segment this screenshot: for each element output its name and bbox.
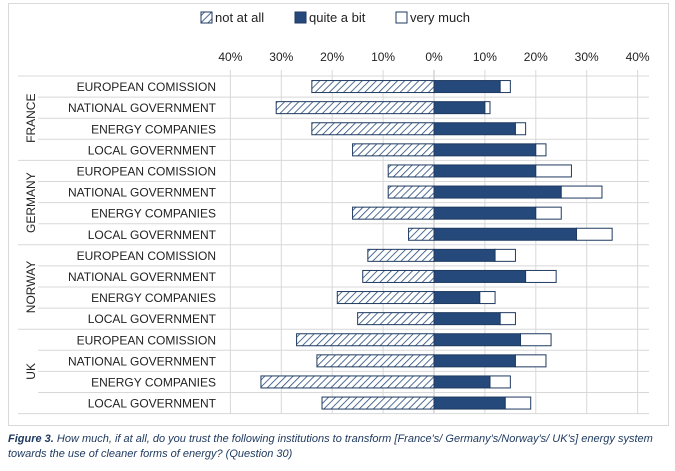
bar-not-at-all [387,185,435,199]
x-tick-label: 10% [371,50,395,64]
bar-not-at-all [362,269,435,283]
row-label: LOCAL GOVERNMENT [88,228,217,242]
row-label: LOCAL GOVERNMENT [88,397,217,411]
legend-label-quite-a-bit: quite a bit [309,10,366,25]
row-label: LOCAL GOVERNMENT [88,143,217,157]
bar-not-at-all [352,143,435,157]
x-tick-label: 20% [524,50,548,64]
row-label: ENERGY COMPANIES [91,122,216,136]
x-tick-label: 10% [473,50,497,64]
bar-quite-a-bit [433,291,481,305]
bar-quite-a-bit [433,206,537,220]
row-label: NATIONAL GOVERNMENT [68,354,217,368]
legend: not at all quite a bit very much [200,10,470,25]
row-label: EUROPEAN COMISSION [77,164,216,178]
bar-quite-a-bit [433,101,486,115]
row-label: EUROPEAN COMISSION [77,333,216,347]
row-label: ENERGY COMPANIES [91,291,216,305]
bar-not-at-all [408,227,435,241]
row-label: ENERGY COMPANIES [91,207,216,221]
bar-very-much [535,143,547,157]
bar-not-at-all [352,206,435,220]
row-label: LOCAL GOVERNMENT [88,312,217,326]
bar-not-at-all [311,80,435,94]
bar-very-much [514,122,527,136]
x-tick-label: 20% [320,50,344,64]
x-tick-label: 40% [626,50,650,64]
country-label: FRANCE [24,94,38,143]
bar-quite-a-bit [433,375,491,389]
chart-frame: not at all quite a bit very much 40% 30% 20%… [8,3,669,426]
bar-quite-a-bit [433,354,516,368]
diverging-bar-chart: not at all quite a bit very much 40% 30% 20%… [8,3,669,426]
legend-label-very-much: very much [410,10,470,25]
bar-quite-a-bit [433,143,537,157]
country-label: UK [24,363,38,380]
bar-not-at-all [316,354,435,368]
bar-quite-a-bit [433,80,501,94]
row-label: NATIONAL GOVERNMENT [68,186,217,200]
bar-quite-a-bit [433,248,496,262]
bar-very-much [560,185,603,199]
bar-very-much [479,291,496,305]
bar-quite-a-bit [433,396,506,410]
bar-quite-a-bit [433,312,501,326]
country-groups: FRANCE GERMANY NORWAY UK EUROPEAN COMISSION N… [24,80,217,411]
x-tick-label: 30% [575,50,599,64]
bar-not-at-all [296,333,435,347]
bar-very-much [484,101,491,115]
row-label: NATIONAL GOVERNMENT [68,270,217,284]
bar-very-much [576,227,613,241]
bar-very-much [525,269,557,283]
bar-quite-a-bit [433,333,522,347]
x-tick-label: 40% [218,50,242,64]
row-label: ENERGY COMPANIES [91,375,216,389]
bar-quite-a-bit [433,227,578,241]
bar-very-much [514,354,547,368]
bar-very-much [499,312,516,326]
country-label: NORWAY [24,261,38,313]
x-tick-label: 30% [269,50,293,64]
bar-very-much [494,248,516,262]
x-axis-ticks: 40% 30% 20% 10% 0% 10% 20% 30% 40% [218,50,650,64]
bar-very-much [489,375,511,389]
row-label: NATIONAL GOVERNMENT [68,101,217,115]
bar-very-much [535,206,562,220]
legend-swatch-not-at-all [200,11,213,24]
bar-not-at-all [357,312,435,326]
bar-very-much [535,164,572,178]
bar-very-much [504,396,532,410]
legend-swatch-quite-a-bit [294,11,307,24]
x-tick-label: 0% [425,50,443,64]
bar-not-at-all [321,396,435,410]
country-label: GERMANY [24,172,38,233]
bar-quite-a-bit [433,164,537,178]
row-label: EUROPEAN COMISSION [77,249,216,263]
bar-not-at-all [367,248,435,262]
row-label: EUROPEAN COMISSION [77,80,216,94]
bar-not-at-all [275,101,435,115]
legend-swatch-very-much [395,11,408,24]
legend-label-not-at-all: not at all [215,10,264,25]
bar-not-at-all [336,291,435,305]
bars [260,80,613,410]
caption-text: How much, if at all, do you trust the fo… [8,433,653,460]
caption-figure-label: Figure 3. [8,433,54,445]
figure-caption: Figure 3. How much, if at all, do you tr… [8,432,668,462]
bar-quite-a-bit [433,185,562,199]
bar-very-much [499,80,511,94]
bar-not-at-all [311,122,435,136]
bar-not-at-all [260,375,435,389]
bar-not-at-all [387,164,435,178]
bar-very-much [520,333,552,347]
bar-quite-a-bit [433,122,516,136]
bar-quite-a-bit [433,269,527,283]
